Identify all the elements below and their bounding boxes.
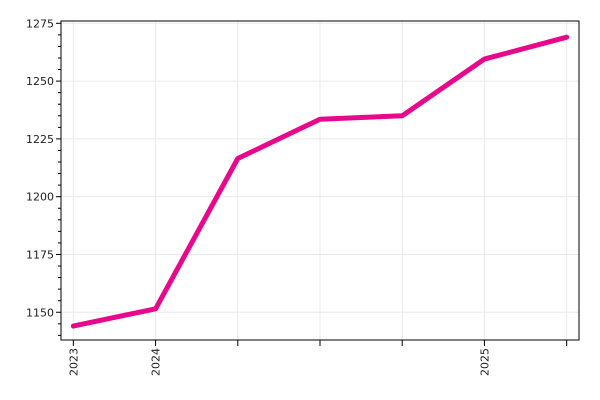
y-tick-label: 1225: [26, 133, 54, 146]
x-tick-label: 2024: [150, 348, 163, 376]
x-axis: 2023 2024 2025: [67, 340, 568, 376]
x-tick-label: 2025: [478, 348, 491, 376]
y-axis: 1150 1175 1200 1225 1250 1275: [26, 17, 61, 336]
y-tick-label: 1150: [26, 306, 54, 319]
plot-frame: [60, 20, 580, 341]
series-line: [70, 34, 570, 329]
y-tick-label: 1175: [26, 248, 54, 261]
x-tick-label: 2023: [67, 348, 80, 376]
y-tick-label: 1200: [26, 191, 54, 204]
y-tick-label: 1275: [26, 17, 54, 30]
grid: [61, 21, 579, 340]
y-tick-label: 1250: [26, 75, 54, 88]
series-layer: [70, 34, 570, 329]
